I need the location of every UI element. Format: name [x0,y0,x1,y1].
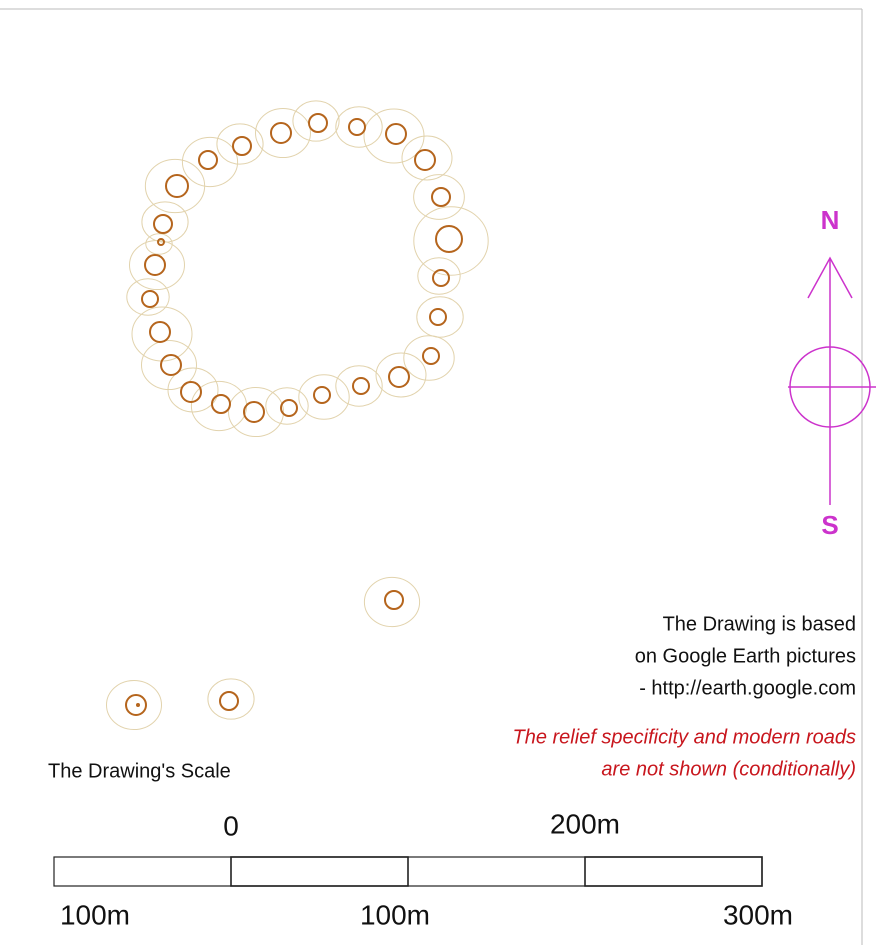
scale-label: 300m [723,899,793,930]
compass-ring [789,346,871,428]
mound-outline [375,352,427,398]
mound [211,394,231,414]
mound [352,377,370,395]
mound-outline [145,233,173,255]
mound-outline [181,136,239,188]
mound-outline [363,576,421,628]
mound [232,136,252,156]
mound [243,401,265,423]
mound-outline [417,257,461,295]
mound-outline [228,387,284,437]
scale-segment [230,856,409,887]
mound-outline [413,174,465,220]
mound-outline [335,365,383,407]
mound [308,113,328,133]
mound [149,321,171,343]
mound [388,366,410,388]
disclaimer-line: The relief specificity and modern roads [513,726,857,748]
compass-arrow [807,256,853,299]
mound [414,149,436,171]
scale-label: 200m [550,808,620,839]
scale-segment [584,856,763,887]
features [106,100,489,730]
mound [422,347,440,365]
north-label: N [821,205,840,235]
scale-bar [53,856,763,887]
note-line: - http://earth.google.com [639,677,856,699]
mound-outline [298,374,350,420]
mound-outline [216,123,264,165]
mound [157,238,165,246]
mound [198,150,218,170]
disclaimer-line: are not shown (conditionally) [601,758,856,780]
mound [180,381,202,403]
mound [144,254,166,276]
mound-outline [401,135,453,181]
mound [431,187,451,207]
mound-outline [335,106,383,148]
mound [385,123,407,145]
mound [384,590,404,610]
south-label: S [821,510,838,540]
mound [432,269,450,287]
mound [160,354,182,376]
mound [435,225,463,253]
scale-title: The Drawing's Scale [48,760,231,782]
mound [153,214,173,234]
mound-outline [141,340,197,390]
mound [313,386,331,404]
note-line: on Google Earth pictures [635,645,856,667]
mound-outline [106,680,162,730]
mound-outline [207,678,255,720]
mound-outline [413,206,489,276]
mound-outline [292,100,340,142]
mound [219,691,239,711]
scale-label: 0 [223,810,239,841]
mound [348,118,366,136]
mound-outline [141,201,189,243]
mound-outline [265,387,309,425]
mound-outline [403,335,455,381]
mound [280,399,298,417]
mound-outline [167,367,219,413]
mound-outline [126,278,170,316]
scale-label: 100m [60,899,130,930]
mound [141,290,159,308]
scale-label: 100m [360,899,430,930]
mound-center [136,703,140,707]
mound-outline [255,108,311,158]
mound [125,694,147,716]
compass [788,256,876,505]
note-line: The Drawing is based [663,613,856,635]
mound-outline [416,296,464,338]
mound [270,122,292,144]
mound [165,174,189,198]
mound [429,308,447,326]
